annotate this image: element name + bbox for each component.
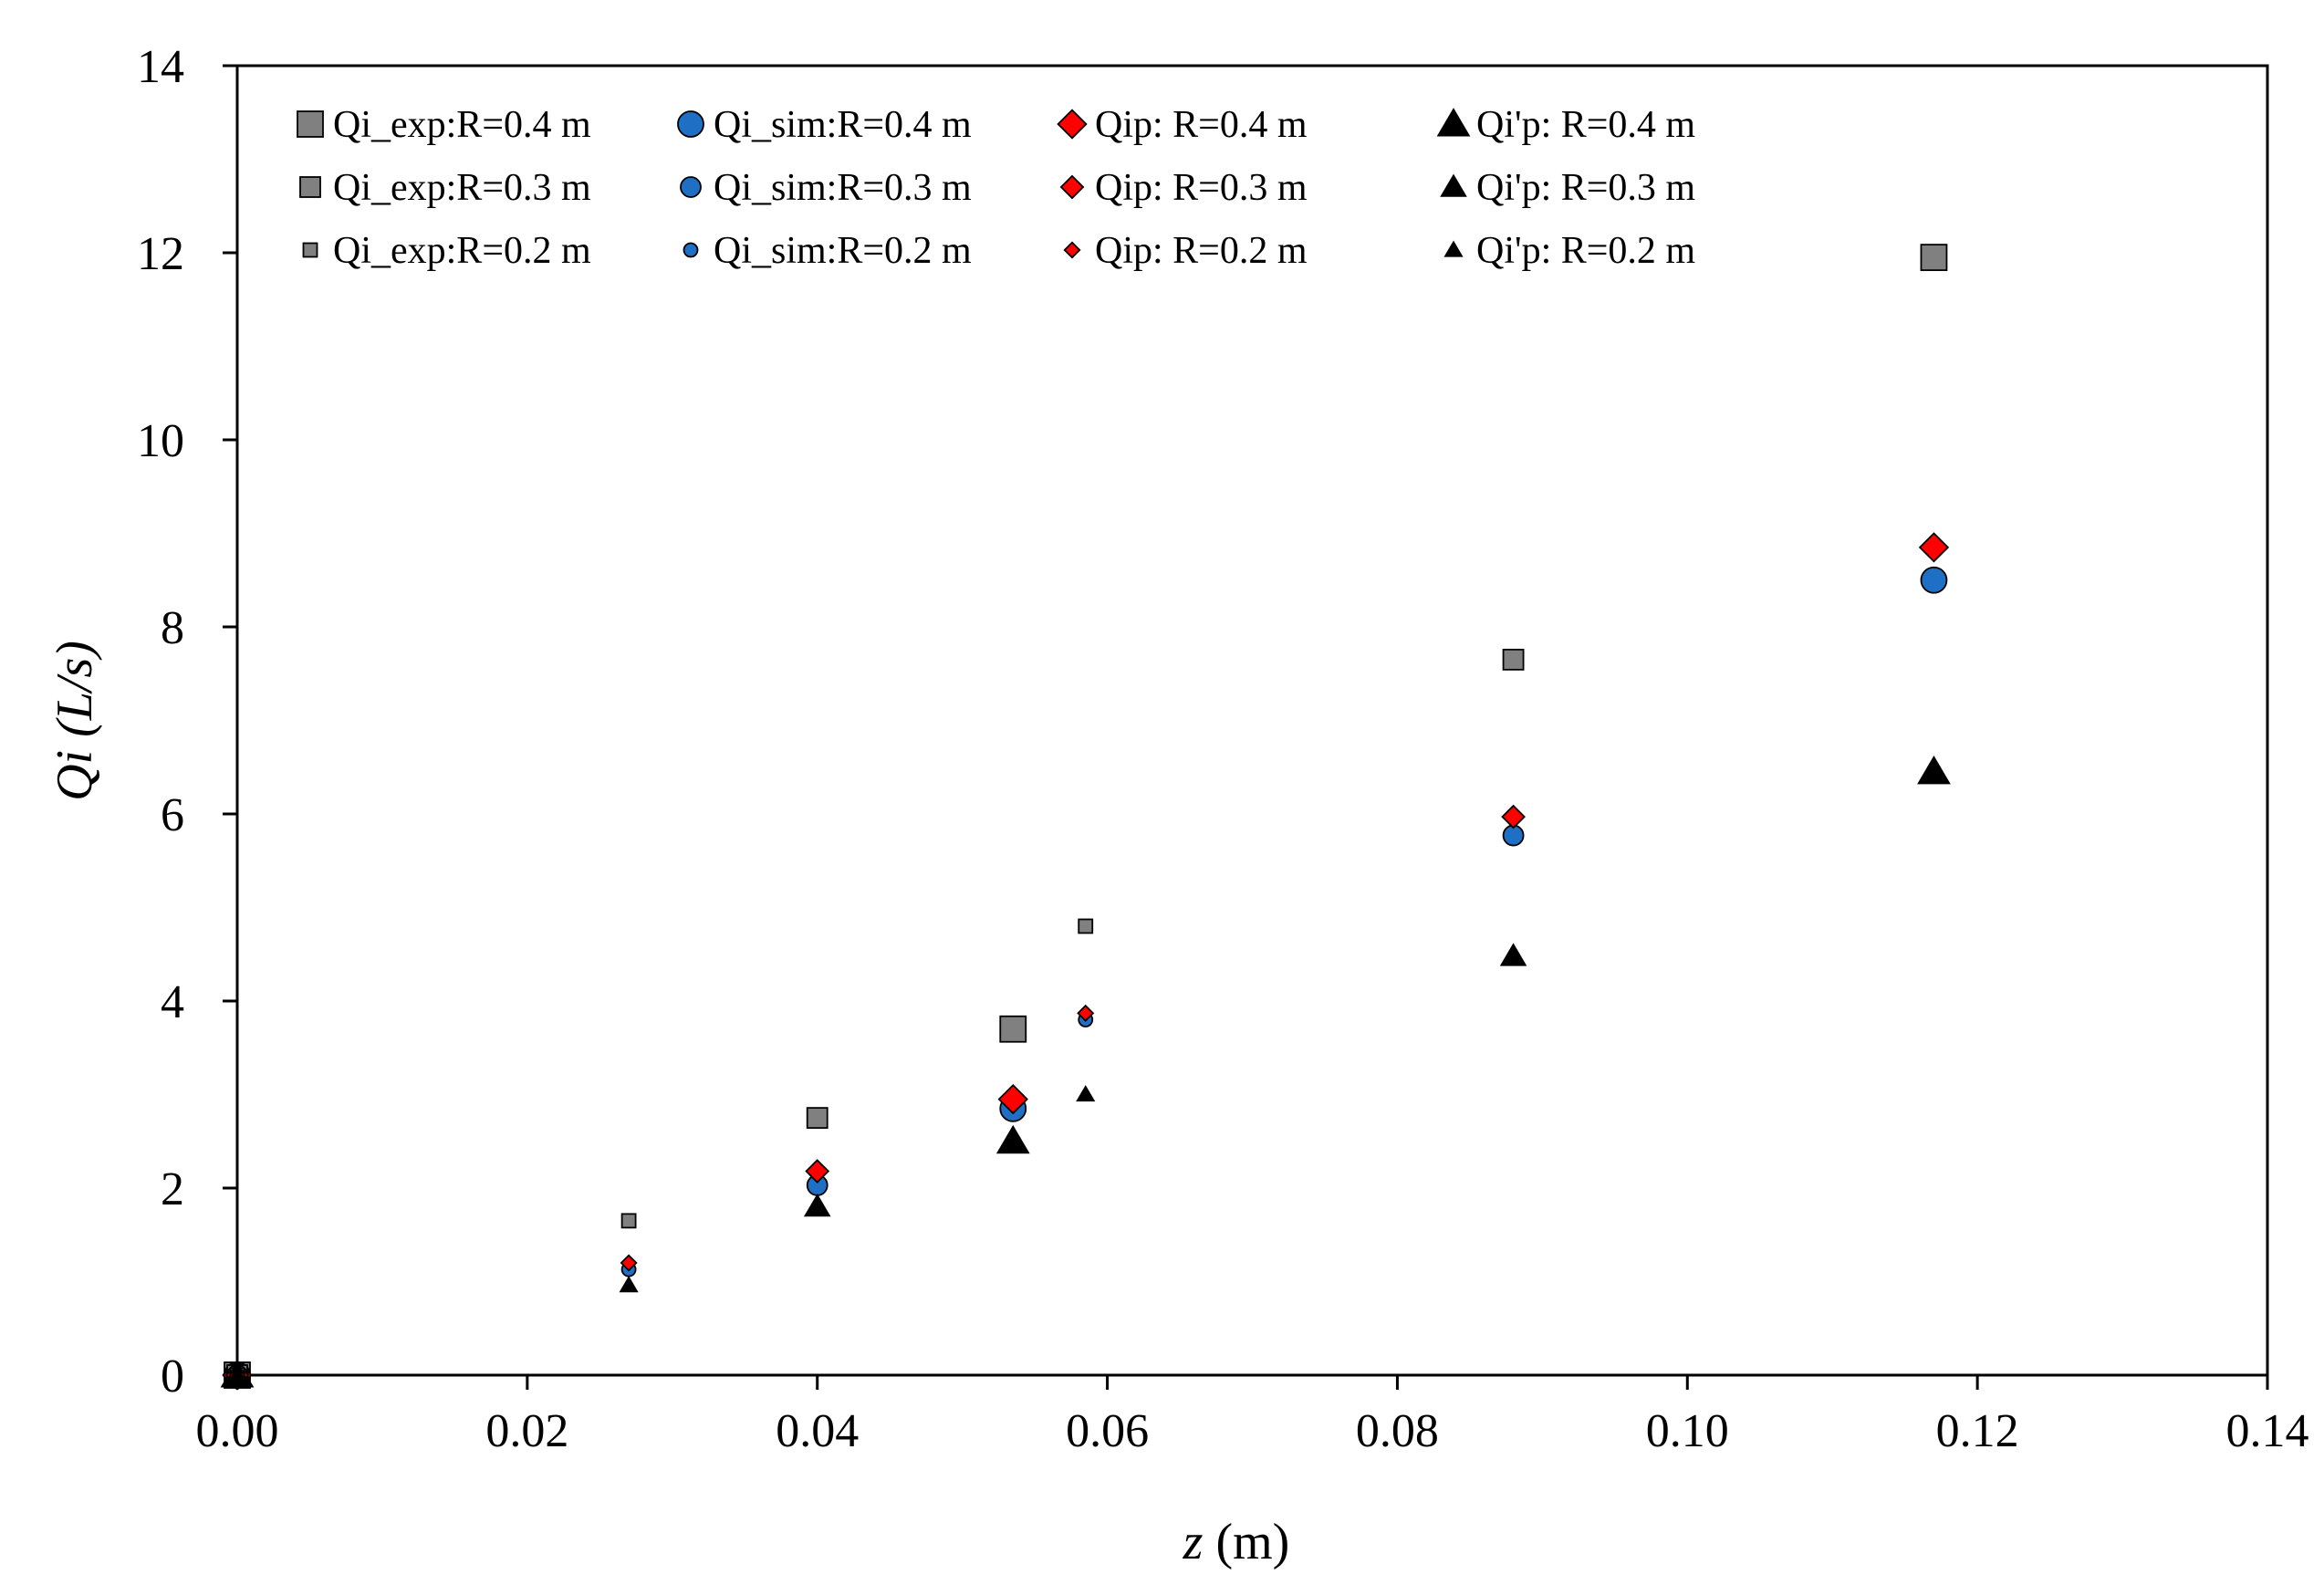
legend-marker bbox=[299, 176, 321, 198]
y-tick-label: 12 bbox=[137, 228, 184, 280]
y-tick-label: 2 bbox=[161, 1163, 184, 1215]
y-tick-label: 6 bbox=[161, 789, 184, 841]
y-tick-label: 0 bbox=[161, 1350, 184, 1403]
data-point bbox=[1502, 648, 1525, 671]
legend-label: Qi'p: R=0.4 m bbox=[1476, 104, 1695, 146]
legend-marker bbox=[1443, 240, 1464, 257]
data-point bbox=[1499, 943, 1527, 966]
legend-marker bbox=[1059, 174, 1085, 200]
legend: Qi_exp:R=0.4 m Qi_sim:R=0.4 m Qip: R=0.4 m… bbox=[297, 104, 1695, 272]
x-tick-label: 0.04 bbox=[776, 1405, 859, 1457]
legend-label: Qip: R=0.3 m bbox=[1095, 167, 1308, 209]
x-tick-label: 0.10 bbox=[1646, 1405, 1729, 1457]
x-tick-label: 0.00 bbox=[196, 1405, 279, 1457]
legend-marker bbox=[302, 242, 318, 258]
x-axis-title: z (m) bbox=[1183, 1514, 1290, 1570]
x-tick-label: 0.14 bbox=[2226, 1405, 2309, 1457]
legend-label: Qi'p: R=0.3 m bbox=[1476, 167, 1695, 209]
x-tick-label: 0.02 bbox=[485, 1405, 568, 1457]
legend-label: Qi_sim:R=0.2 m bbox=[714, 230, 972, 272]
legend-marker bbox=[297, 110, 324, 138]
y-axis-title: Qi (L/s) bbox=[47, 641, 103, 801]
y-tick-label: 10 bbox=[137, 415, 184, 467]
y-tick-label: 14 bbox=[137, 41, 184, 93]
plot-area bbox=[235, 64, 2269, 1377]
data-point bbox=[1076, 1085, 1096, 1102]
data-point bbox=[999, 1015, 1027, 1043]
data-point bbox=[805, 1159, 830, 1184]
data-points bbox=[220, 244, 1951, 1391]
x-tick-label: 0.08 bbox=[1356, 1405, 1439, 1457]
legend-label: Qi_sim:R=0.4 m bbox=[714, 104, 972, 146]
y-tick-label: 8 bbox=[161, 602, 184, 654]
y-tick-label: 4 bbox=[161, 976, 184, 1028]
y-axis: 0 2 4 6 8 10 12 14 bbox=[137, 41, 237, 1403]
legend-label: Qip: R=0.2 m bbox=[1095, 230, 1308, 272]
data-point bbox=[227, 1365, 247, 1382]
data-point bbox=[619, 1276, 639, 1293]
x-tick-label: 0.12 bbox=[1936, 1405, 2019, 1457]
x-axis: 0.00 0.02 0.04 0.06 0.08 0.10 0.12 0.14 bbox=[196, 1375, 2309, 1457]
legend-marker bbox=[1057, 109, 1088, 140]
data-point bbox=[806, 1107, 829, 1130]
legend-label: Qi'p: R=0.2 m bbox=[1476, 230, 1695, 272]
data-point bbox=[620, 1254, 638, 1272]
data-point bbox=[997, 1083, 1028, 1115]
legend-marker bbox=[1063, 241, 1081, 259]
data-point bbox=[1501, 804, 1526, 829]
x-tick-label: 0.06 bbox=[1066, 1405, 1149, 1457]
legend-label: Qip: R=0.4 m bbox=[1095, 104, 1308, 146]
data-point bbox=[1918, 532, 1950, 563]
legend-label: Qi_exp:R=0.2 m bbox=[333, 230, 591, 272]
legend-marker bbox=[680, 176, 702, 198]
data-point bbox=[803, 1194, 831, 1217]
data-point bbox=[1920, 244, 1948, 272]
legend-marker bbox=[1436, 108, 1471, 137]
legend-label: Qi_exp:R=0.3 m bbox=[333, 167, 591, 209]
legend-label: Qi_sim:R=0.3 m bbox=[714, 167, 972, 209]
data-point bbox=[995, 1124, 1030, 1154]
data-point bbox=[1077, 1004, 1095, 1022]
data-point bbox=[1078, 918, 1094, 934]
legend-marker bbox=[683, 242, 699, 258]
data-point bbox=[620, 1213, 637, 1229]
data-point bbox=[1920, 566, 1948, 594]
legend-marker bbox=[677, 110, 704, 138]
legend-marker bbox=[1440, 173, 1467, 197]
data-point bbox=[1917, 755, 1951, 785]
legend-label: Qi_exp:R=0.4 m bbox=[333, 104, 591, 146]
